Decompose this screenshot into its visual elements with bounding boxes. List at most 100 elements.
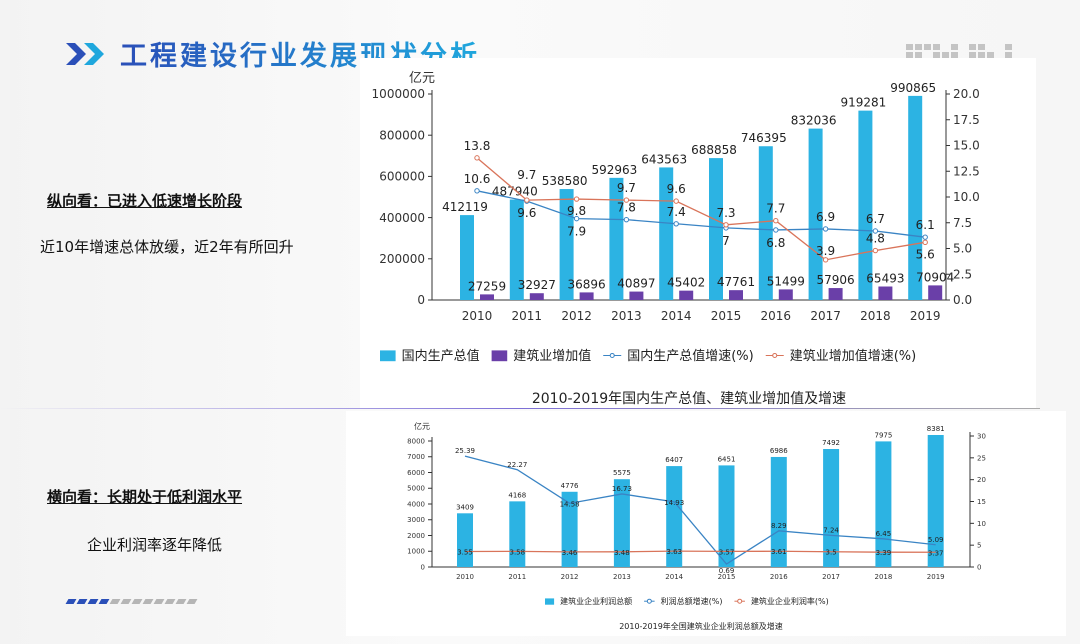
line-data-label: 3.46	[562, 549, 578, 557]
bar	[509, 199, 524, 300]
x-tick-label: 2013	[613, 573, 631, 581]
y-tick-label: 0	[421, 563, 425, 571]
line-marker	[773, 217, 779, 224]
y2-tick-label: 20	[977, 476, 986, 484]
line-data-label: 10.6	[464, 172, 491, 186]
bar	[609, 177, 624, 300]
bar	[758, 146, 773, 300]
line-data-label: 9.7	[617, 181, 636, 195]
x-tick-label: 2019	[910, 309, 941, 323]
line-data-label: 22.27	[507, 461, 527, 469]
bar-data-label: 8381	[927, 425, 945, 433]
line-data-label: 3.61	[771, 548, 787, 556]
bar-data-label: 51499	[767, 274, 805, 288]
bar	[927, 434, 944, 567]
line-data-label: 25.39	[455, 447, 475, 455]
line-data-label: 3.37	[928, 549, 944, 557]
y2-tick-label: 15.0	[953, 139, 980, 153]
y2-tick-label: 30	[977, 432, 986, 440]
section2-heading: 横向看：长期处于低利润水平	[47, 488, 243, 506]
line-data-label: 4.8	[866, 232, 885, 246]
chart-title: 2010-2019年国内生产总值、建筑业增加值及增速	[532, 391, 846, 407]
y-tick-label: 4000	[407, 500, 425, 508]
bar-data-label: 65493	[866, 272, 904, 286]
line-data-label: 3.58	[510, 548, 526, 556]
line-marker	[524, 197, 530, 203]
y-axis-unit: 亿元	[414, 421, 430, 431]
line-marker	[822, 226, 829, 232]
x-tick-label: 2018	[874, 573, 892, 581]
bar	[928, 285, 943, 300]
brand-logo	[906, 44, 1012, 58]
bar-data-label: 47761	[717, 275, 755, 289]
line-data-label: 3.9	[816, 244, 835, 258]
bar	[561, 491, 578, 567]
line-marker	[673, 221, 679, 227]
line-data-label: 3.55	[457, 548, 473, 556]
legend-label: 国内生产总值	[402, 348, 480, 364]
x-tick-label: 2014	[665, 573, 683, 581]
bar-data-label: 412119	[442, 200, 488, 214]
bar-data-label: 32927	[518, 278, 556, 292]
x-tick-label: 2016	[770, 573, 788, 581]
legend-label: 利润总额增速(%)	[661, 596, 723, 606]
legend-marker	[609, 352, 615, 358]
line-series	[476, 190, 926, 238]
legend-label: 建筑业增加值	[513, 348, 591, 364]
line-data-label: 9.6	[517, 206, 536, 220]
bar-data-label: 5575	[613, 469, 631, 477]
legend-swatch	[491, 350, 508, 362]
line-data-label: 7.7	[766, 202, 785, 216]
line-data-label: 3.48	[614, 549, 630, 557]
line-marker	[623, 197, 630, 203]
bar-data-label: 990865	[890, 81, 936, 95]
line-marker	[922, 239, 928, 246]
bar-data-label: 36896	[568, 277, 606, 291]
line-data-label: 16.73	[612, 485, 632, 493]
line-marker	[872, 228, 879, 234]
line-marker	[573, 215, 580, 222]
line-marker	[623, 216, 630, 223]
line-data-label: 3.39	[876, 549, 892, 557]
y2-tick-label: 12.5	[953, 164, 980, 178]
line-marker	[922, 234, 928, 240]
legend-marker	[646, 598, 652, 604]
y-tick-label: 3000	[407, 516, 425, 524]
legend-label: 建筑业企业利润总额	[560, 596, 632, 606]
line-data-label: 7.9	[567, 225, 586, 239]
legend-swatch	[380, 350, 396, 362]
line-data-label: 7.3	[716, 206, 735, 220]
y-tick-label: 200000	[379, 252, 425, 266]
x-tick-label: 2013	[611, 309, 642, 323]
bar-data-label: 4776	[561, 482, 579, 490]
bar	[875, 441, 892, 567]
x-tick-label: 2015	[711, 309, 742, 323]
bar	[718, 465, 735, 567]
line-marker	[822, 257, 829, 263]
line-marker	[573, 196, 580, 202]
line-data-label: 13.8	[464, 139, 491, 153]
legend-label: 建筑业企业利润率(%)	[751, 596, 829, 606]
y2-tick-label: 10.0	[953, 190, 980, 204]
line-data-label: 14.58	[560, 500, 580, 508]
bar-data-label: 70904	[916, 270, 954, 284]
line-marker	[474, 188, 480, 194]
section1-text: 近10年增速总体放缓，近2年有所回升	[40, 238, 294, 256]
bar-data-label: 3409	[456, 503, 474, 511]
line-data-label: 6.8	[766, 236, 785, 250]
bar-data-label: 919281	[840, 96, 886, 110]
line-data-label: 6.9	[816, 210, 835, 224]
double-chevron-right-icon	[66, 42, 104, 65]
x-tick-label: 2014	[661, 309, 692, 323]
line-series	[464, 455, 936, 565]
x-tick-label: 2011	[512, 309, 543, 323]
y2-tick-label: 20.0	[953, 87, 980, 101]
y2-tick-label: 5.0	[953, 242, 972, 256]
y2-tick-label: 2.5	[953, 267, 972, 281]
line-marker	[773, 227, 779, 233]
chart-title: 2010-2019年全国建筑业企业利润总额及增速	[619, 621, 783, 631]
bar	[828, 288, 843, 300]
bar-data-label: 7492	[822, 439, 840, 447]
bar	[808, 128, 823, 300]
x-tick-label: 2012	[561, 309, 592, 323]
